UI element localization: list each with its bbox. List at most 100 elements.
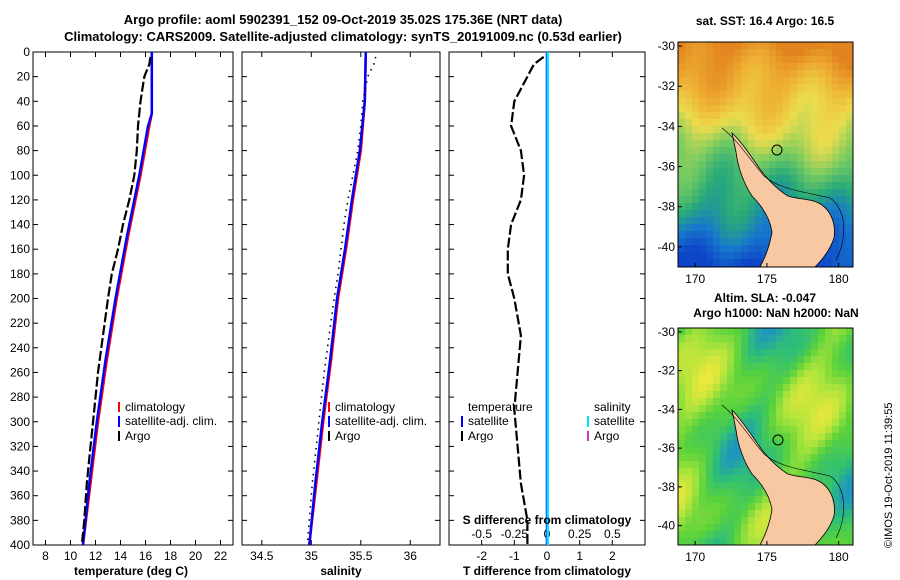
map-cell [846,168,853,176]
map-cell [685,503,693,511]
map-cell [713,203,721,211]
map-cell [720,440,728,448]
map-cell [692,77,700,85]
map-cell [734,447,742,455]
map-cell [769,147,777,155]
map-cell [804,168,812,176]
map-cell [839,405,847,413]
map-cell [685,335,693,343]
map-cell [713,503,721,511]
map-cell [818,538,826,545]
map-cell [713,328,721,336]
map-cell [839,70,847,78]
map-cell [734,384,742,392]
map-cell [755,342,763,350]
map-cell [832,70,840,78]
map-cell [748,196,756,204]
map-cell [727,182,735,190]
map-cell [678,63,686,71]
map-cell [797,433,805,441]
sla-map-frame [677,327,854,546]
map-cell [762,447,770,455]
map-cell [811,98,819,106]
map-cell [776,182,784,190]
map-cell [755,356,763,364]
map-cell [692,70,700,78]
map-cell [692,363,700,371]
lat-tick-label: -40 [658,240,676,254]
map-cell [713,426,721,434]
sst-map-frame [677,41,854,268]
map-cell [678,377,686,385]
map-cell [818,440,826,448]
map-cell [797,370,805,378]
map-cell [699,489,707,497]
map-cell [783,49,791,57]
map-cell [692,42,700,50]
map-cell [783,63,791,71]
map-cell [706,147,714,155]
map-cell [769,342,777,350]
map-cell [720,49,728,57]
map-cell [811,154,819,162]
lat-tick-label: -40 [658,519,676,533]
map-cell [804,370,812,378]
map-cell [846,356,853,364]
map-cell [832,217,840,225]
map-cell [846,482,853,490]
map-cell [832,259,840,267]
map-cell [790,70,798,78]
map-cell [692,196,700,204]
map-cell [762,63,770,71]
map-cell [678,238,686,246]
x-tick-label: 2 [609,549,616,563]
map-cell [741,377,749,385]
map-cell [839,245,847,253]
map-cell [713,524,721,532]
map-cell [734,133,742,141]
map-cell [685,119,693,127]
map-cell [825,356,833,364]
map-cell [678,538,686,545]
map-cell [811,461,819,469]
map-cell [741,259,749,267]
map-cell [727,252,735,260]
map-cell [685,252,693,260]
salinity-xlabel: salinity [320,564,362,578]
map-cell [741,189,749,197]
map-cell [776,105,784,113]
map-cell [713,440,721,448]
map-cell [678,133,686,141]
map-cell [790,461,798,469]
map-cell [741,524,749,532]
map-cell [720,175,728,183]
map-cell [727,398,735,406]
map-cell [762,70,770,78]
map-cell [846,189,853,197]
map-cell [706,531,714,539]
x-tick-label: 35 [305,549,319,563]
map-cell [832,133,840,141]
map-cell [790,112,798,120]
map-cell [699,342,707,350]
map-cell [825,105,833,113]
map-cell [699,224,707,232]
map-cell [783,370,791,378]
x-tick-label: 36 [404,549,418,563]
map-cell [797,356,805,364]
map-cell [734,245,742,253]
map-cell [678,105,686,113]
map-cell [727,133,735,141]
map-cell [685,133,693,141]
map-cell [832,405,840,413]
map-cell [755,426,763,434]
map-cell [839,342,847,350]
map-cell [734,496,742,504]
map-cell [825,175,833,183]
sla-isobath-contour [721,404,845,539]
map-cell [748,217,756,225]
map-cell [713,245,721,253]
map-cell [846,63,853,71]
map-cell [748,112,756,120]
map-cell [846,377,853,385]
